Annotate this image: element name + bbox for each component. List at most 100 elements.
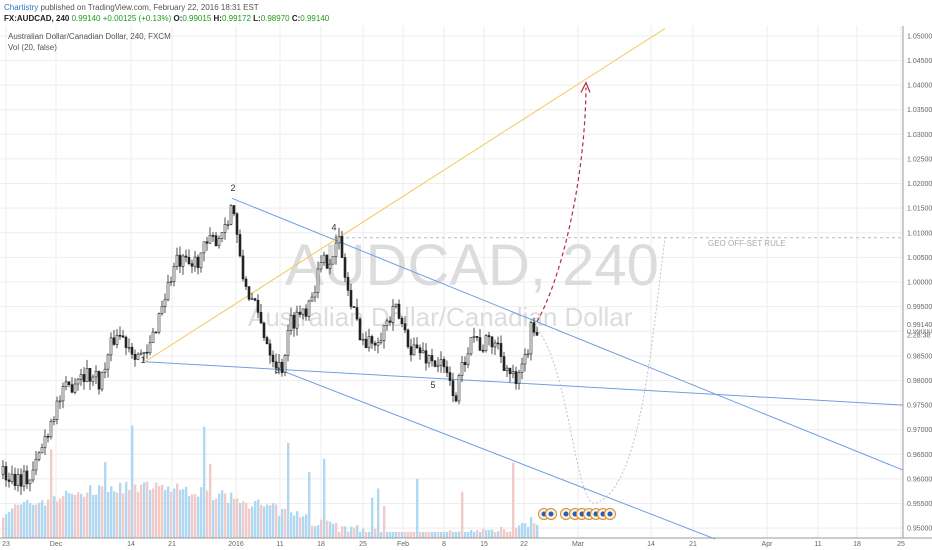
time-axis[interactable]: 23 Dec 14 21 2016 11 18 25 Feb 8 15 22 Mar 14 21 Apr 11 1… — [0, 537, 932, 548]
candle-body — [7, 479, 11, 482]
candle-body — [280, 361, 284, 373]
volume-bar — [47, 499, 50, 538]
legend-volume: Vol (20, false) — [8, 43, 57, 52]
time-tick-label: 22 — [520, 541, 528, 548]
volume-bar — [23, 501, 26, 538]
candle-body — [328, 263, 332, 269]
candle-body — [1, 466, 5, 475]
price-tick-label: 0.99000 — [907, 329, 932, 336]
candle-body — [100, 371, 104, 390]
candle-body — [94, 371, 98, 378]
candle-body — [364, 338, 368, 349]
candle-body — [127, 346, 131, 349]
volume-bar — [239, 503, 242, 538]
volume-bar — [5, 514, 8, 538]
candle-body — [202, 241, 206, 254]
candle-body — [58, 400, 62, 403]
volume-bar — [275, 504, 278, 538]
candle-body — [448, 372, 452, 381]
volume-bar — [473, 532, 476, 538]
price-tick-label: 0.95500 — [907, 501, 932, 508]
candle-body — [88, 367, 92, 382]
volume-bar — [488, 530, 491, 538]
publisher-brand-link[interactable]: Chartistry — [4, 3, 39, 12]
price-tick-label: 1.01000 — [907, 230, 932, 237]
volume-bar — [482, 528, 485, 538]
volume-bar — [29, 503, 32, 538]
candle-body — [79, 374, 83, 380]
candle-body — [478, 337, 482, 351]
volume-bar — [245, 502, 248, 538]
volume-bar — [371, 497, 374, 538]
candle-body — [28, 479, 32, 485]
volume-bar — [386, 532, 389, 538]
candle-body — [181, 255, 185, 267]
event-icons[interactable] — [538, 508, 616, 520]
volume-bar — [338, 531, 341, 538]
volume-bar — [203, 426, 206, 538]
volume-bar — [161, 484, 164, 538]
volume-bar — [467, 532, 470, 538]
candle-body — [265, 337, 269, 345]
candle-body — [97, 371, 101, 390]
candle-body — [25, 470, 29, 485]
candle-body — [442, 359, 446, 368]
candle-body — [403, 323, 407, 331]
symbol-label: FX:AUDCAD, 240 — [4, 14, 70, 23]
change-value: +0.00125 (+0.13%) — [102, 14, 172, 23]
quote-line: FX:AUDCAD, 240 0.99140 +0.00125 (+0.13%)… — [4, 14, 329, 23]
h-label: H: — [213, 14, 222, 23]
volume-bar — [269, 505, 272, 538]
volume-bar — [65, 490, 68, 538]
price-tick-label: 0.97000 — [907, 427, 932, 434]
price-axis-background — [903, 26, 932, 538]
time-tick-label: 2016 — [228, 541, 244, 548]
volume-bar — [392, 532, 395, 538]
volume-bar — [530, 516, 533, 538]
candle-body — [235, 213, 239, 235]
volume-bar — [212, 500, 215, 538]
volume-bars — [2, 425, 539, 538]
candle-body — [136, 353, 140, 360]
candle-body — [283, 355, 287, 373]
price-tick-label: 1.02000 — [907, 181, 932, 188]
candle-body — [505, 367, 509, 371]
pivot-label: 3 — [274, 365, 279, 375]
candle-body — [376, 342, 380, 346]
volume-bar — [95, 494, 98, 538]
candle-body — [157, 313, 161, 333]
volume-bar — [89, 485, 92, 538]
time-tick-label: 8 — [442, 541, 446, 548]
time-tick-label: Dec — [50, 541, 63, 548]
volume-bar — [446, 532, 449, 538]
price-axis[interactable]: 0.95000 0.95500 0.96000 0.96500 0.97000 0.975… — [902, 26, 932, 538]
event-icon[interactable] — [545, 508, 557, 520]
candle-body — [55, 400, 59, 420]
volume-bar — [524, 523, 527, 538]
candle-body — [19, 474, 23, 487]
candle-body — [451, 380, 455, 396]
candle-body — [247, 286, 251, 300]
volume-bar — [497, 531, 500, 538]
watermark-name: Australian Dollar/Canadian Dollar — [248, 302, 633, 332]
candle-body — [148, 342, 152, 354]
volume-bar — [344, 526, 347, 538]
candle-body — [379, 340, 383, 343]
time-tick-label: 14 — [647, 541, 655, 548]
candle-body — [517, 372, 521, 384]
candle-body — [160, 306, 164, 314]
volume-bar — [422, 532, 425, 538]
volume-bar — [533, 523, 536, 538]
candle-body — [145, 351, 149, 354]
volume-bar — [227, 502, 230, 538]
volume-bar — [296, 511, 299, 538]
volume-bar — [221, 490, 224, 538]
event-icon[interactable] — [604, 508, 616, 520]
price-tick-label: 1.03000 — [907, 132, 932, 139]
volume-bar — [14, 504, 17, 538]
volume-bar — [398, 532, 401, 538]
volume-bar — [308, 472, 311, 538]
volume-bar — [119, 482, 122, 538]
time-tick-label: 21 — [689, 541, 697, 548]
